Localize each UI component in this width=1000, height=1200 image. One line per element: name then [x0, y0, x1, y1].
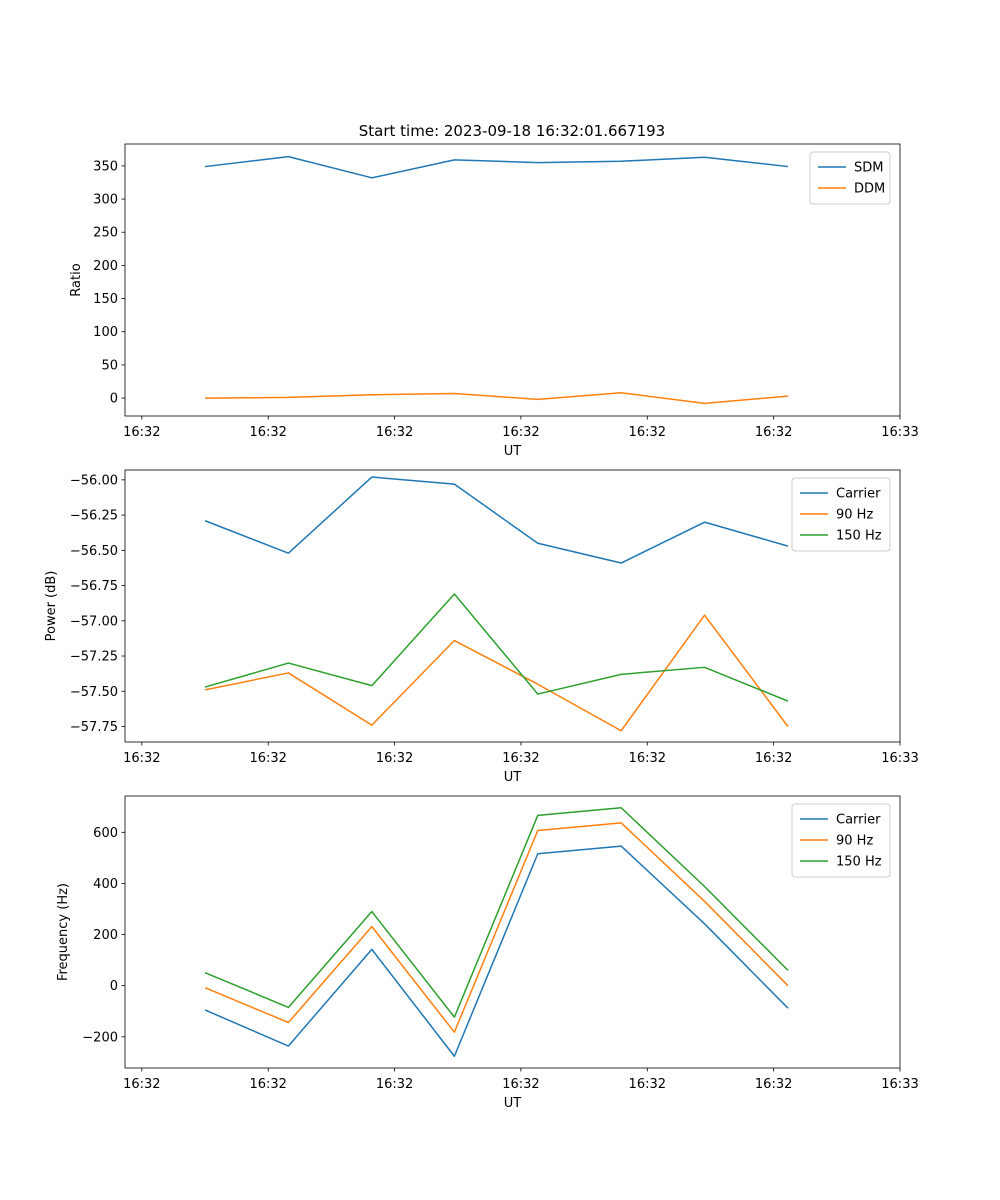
series-line-ddm: [205, 392, 789, 405]
x-tick-label: 16:32: [123, 751, 160, 766]
y-tick-label: −56.25: [70, 509, 118, 524]
x-tick-label: 16:32: [755, 1077, 792, 1092]
y-tick-label: −56.00: [70, 473, 118, 488]
series-line-90-hz: [204, 822, 789, 1033]
x-tick-label: 16:32: [249, 751, 286, 766]
x-tick-label: 16:32: [755, 425, 792, 440]
y-axis-label: Ratio: [69, 263, 84, 296]
y-tick-label: 100: [93, 325, 118, 340]
x-tick-label: 16:32: [376, 751, 413, 766]
x-tick-label: 16:32: [502, 425, 539, 440]
y-axis-label: Power (dB): [44, 571, 59, 642]
x-tick-label: 16:33: [881, 751, 918, 766]
series-line-90-hz: [204, 614, 789, 732]
series-line-carrier: [204, 476, 789, 564]
y-tick-label: −57.25: [70, 650, 118, 665]
legend: Carrier 90 Hz 150 Hz: [791, 803, 891, 878]
legend: SDM DDM: [809, 151, 891, 205]
series-line-150-hz: [204, 593, 789, 702]
y-tick-label: −200: [82, 1030, 118, 1045]
y-tick-label: 150: [93, 292, 118, 307]
y-tick-label: 50: [101, 358, 118, 373]
y-tick-label: −57.50: [70, 685, 118, 700]
y-tick-label: −57.75: [70, 720, 118, 735]
x-tick-label: 16:33: [881, 425, 918, 440]
series-line-150-hz: [204, 807, 789, 1018]
axes-frame: [124, 143, 901, 417]
x-tick-label: 16:32: [629, 1077, 666, 1092]
legend-box: [791, 803, 891, 878]
legend-label: DDM: [854, 182, 885, 197]
y-tick-label: −57.00: [70, 614, 118, 629]
y-tick-label: 0: [110, 979, 118, 994]
x-axis-label: UT: [504, 1096, 522, 1111]
legend-box: [809, 151, 891, 205]
legend-label: SDM: [854, 161, 883, 176]
x-tick-label: 16:32: [249, 1077, 286, 1092]
y-tick-label: 400: [93, 877, 118, 892]
legend-label: 90 Hz: [836, 508, 873, 523]
ratio-panel: 16:32 16:32 16:32 16:32 16:32 16:32 16:33 0 50 10…: [69, 143, 919, 459]
x-axis-label: UT: [504, 444, 522, 459]
x-tick-label: 16:32: [376, 1077, 413, 1092]
y-tick-label: 300: [93, 193, 118, 208]
legend-label: Carrier: [836, 813, 881, 828]
legend-label: 90 Hz: [836, 834, 873, 849]
x-tick-label: 16:32: [755, 751, 792, 766]
y-tick-label: −56.50: [70, 544, 118, 559]
x-tick-label: 16:32: [123, 1077, 160, 1092]
legend-box: [791, 477, 891, 552]
x-tick-label: 16:32: [249, 425, 286, 440]
x-axis-label: UT: [504, 770, 522, 785]
x-tick-label: 16:32: [376, 425, 413, 440]
x-tick-label: 16:32: [502, 1077, 539, 1092]
power-panel: 16:32 16:32 16:32 16:32 16:32 16:32 16:33 −56.0…: [44, 469, 919, 785]
y-tick-label: −56.75: [70, 579, 118, 594]
axes-frame: [124, 469, 901, 743]
frequency-panel: 16:32 16:32 16:32 16:32 16:32 16:32 16:33 −200 0…: [56, 795, 919, 1111]
x-tick-label: 16:33: [881, 1077, 918, 1092]
series-line-sdm: [204, 155, 789, 179]
y-tick-label: 250: [93, 226, 118, 241]
legend: Carrier 90 Hz 150 Hz: [791, 477, 891, 552]
axes-frame: [124, 795, 901, 1069]
figure-title: Start time: 2023-09-18 16:32:01.667193: [359, 122, 665, 140]
x-tick-label: 16:32: [123, 425, 160, 440]
legend-label: 150 Hz: [836, 855, 882, 870]
y-tick-label: 200: [93, 259, 118, 274]
x-tick-label: 16:32: [629, 425, 666, 440]
y-tick-label: 600: [93, 826, 118, 841]
legend-label: Carrier: [836, 487, 881, 502]
legend-label: 150 Hz: [836, 529, 882, 544]
series-line-carrier: [204, 845, 789, 1057]
x-tick-label: 16:32: [629, 751, 666, 766]
y-tick-label: 0: [110, 392, 118, 407]
y-axis-label: Frequency (Hz): [56, 883, 71, 981]
x-tick-label: 16:32: [502, 751, 539, 766]
y-tick-label: 200: [93, 928, 118, 943]
y-tick-label: 350: [93, 159, 118, 174]
